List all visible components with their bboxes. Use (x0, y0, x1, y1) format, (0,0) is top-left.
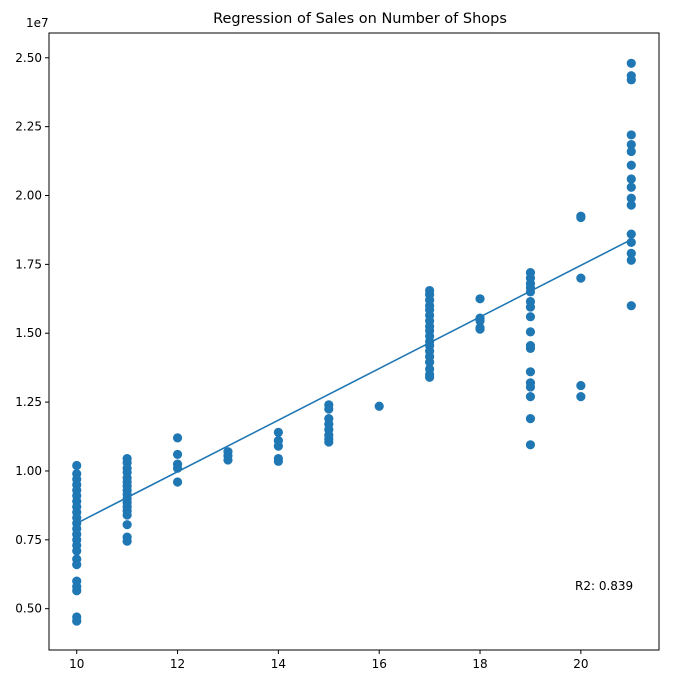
data-point (626, 229, 636, 239)
y-tick-label: 0.50 (15, 602, 42, 616)
data-point (525, 367, 536, 377)
x-tick-label: 12 (170, 657, 185, 671)
data-point (626, 130, 636, 140)
data-point (525, 391, 536, 402)
y-offset-label: 1e7 (26, 16, 49, 30)
data-point (576, 273, 586, 283)
data-point (626, 301, 636, 311)
chart-title: Regression of Sales on Number of Shops (213, 11, 507, 27)
x-tick-label: 16 (372, 657, 387, 671)
data-point (72, 546, 82, 556)
data-point (525, 302, 536, 312)
data-point (626, 75, 636, 85)
y-tick-label: 1.00 (15, 464, 42, 478)
data-point (525, 382, 536, 392)
y-tick-label: 1.50 (15, 326, 42, 340)
data-point (172, 477, 183, 487)
data-point (122, 520, 132, 530)
x-tick-label: 20 (573, 657, 588, 671)
data-point (626, 193, 636, 203)
data-point (626, 139, 636, 150)
data-point (525, 327, 536, 337)
x-tick-label: 10 (69, 657, 84, 671)
data-point (626, 146, 636, 157)
data-point (425, 372, 435, 382)
x-tick-label: 14 (271, 657, 286, 671)
data-point (223, 455, 233, 465)
data-point (72, 586, 82, 596)
data-point (626, 200, 636, 210)
data-point (626, 174, 636, 184)
x-tick-label: 18 (472, 657, 487, 671)
data-point (324, 404, 334, 414)
y-tick-label: 0.75 (15, 533, 42, 547)
regression-line (76, 238, 632, 525)
data-point (273, 427, 283, 437)
y-tick-label: 2.50 (15, 51, 42, 65)
r2-annotation: R2: 0.839 (575, 579, 633, 593)
data-point (72, 460, 82, 471)
data-point (525, 414, 536, 424)
data-point (273, 456, 283, 466)
data-point (626, 58, 636, 68)
y-tick-label: 1.75 (15, 257, 42, 271)
data-point (576, 391, 586, 402)
y-tick-label: 1.25 (15, 395, 42, 409)
data-point (626, 182, 636, 192)
y-tick-label: 2.00 (15, 189, 42, 203)
data-point (475, 294, 485, 304)
y-tick-label: 2.25 (15, 120, 42, 134)
data-point (576, 212, 586, 223)
data-point (273, 441, 283, 451)
data-point (525, 312, 536, 322)
data-point (72, 616, 82, 626)
axes-frame (48, 32, 660, 651)
data-point (324, 437, 334, 447)
data-point (626, 248, 636, 258)
data-point (374, 401, 384, 411)
data-point (72, 560, 82, 570)
data-point (475, 324, 485, 334)
data-point (122, 536, 132, 546)
data-point (525, 440, 536, 450)
data-point (172, 449, 183, 460)
data-point (576, 380, 586, 391)
data-point (626, 237, 636, 247)
data-point (172, 433, 183, 443)
data-point (626, 160, 636, 170)
data-point (626, 255, 636, 265)
data-point (122, 510, 132, 520)
data-point (525, 343, 536, 353)
plot-area: 10 12 14 16 18 20 0.50 0.75 1.00 1.25 1.50 1.75 2.00… (15, 32, 660, 671)
data-point (425, 357, 435, 367)
